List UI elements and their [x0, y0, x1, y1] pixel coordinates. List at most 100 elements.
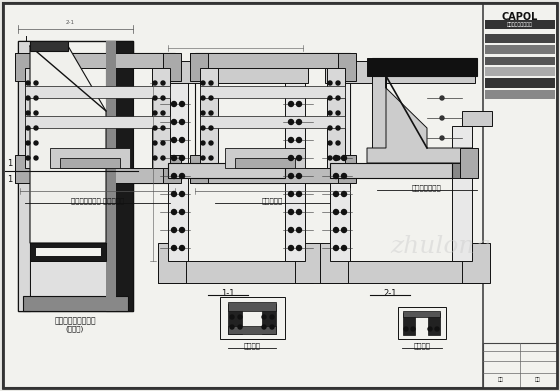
- Bar: [15, 53, 33, 81]
- Text: 2-1: 2-1: [66, 20, 74, 25]
- Bar: [460, 148, 478, 178]
- Bar: [36, 248, 101, 256]
- Circle shape: [209, 126, 213, 130]
- Bar: [163, 155, 181, 183]
- Circle shape: [161, 141, 165, 145]
- Bar: [320, 243, 348, 283]
- Circle shape: [336, 126, 340, 130]
- Bar: [325, 61, 475, 83]
- Circle shape: [428, 327, 432, 331]
- Bar: [30, 41, 68, 51]
- Bar: [295, 243, 323, 283]
- Circle shape: [328, 111, 332, 115]
- Text: 配筋构造: 配筋构造: [413, 343, 431, 349]
- Circle shape: [26, 141, 30, 145]
- Circle shape: [171, 138, 176, 142]
- Circle shape: [26, 111, 30, 115]
- Circle shape: [34, 126, 38, 130]
- Bar: [190, 53, 355, 68]
- Circle shape: [201, 141, 205, 145]
- Bar: [485, 78, 555, 88]
- Circle shape: [296, 138, 301, 142]
- Circle shape: [171, 102, 176, 106]
- Bar: [403, 313, 415, 335]
- Text: 1-1: 1-1: [221, 289, 235, 298]
- Bar: [15, 155, 33, 183]
- Bar: [190, 53, 208, 81]
- Bar: [23, 296, 128, 311]
- Circle shape: [230, 325, 234, 329]
- Bar: [485, 45, 555, 54]
- Bar: [18, 41, 30, 311]
- Circle shape: [288, 174, 293, 179]
- Bar: [485, 67, 555, 76]
- Circle shape: [209, 96, 213, 100]
- Circle shape: [153, 111, 157, 115]
- Circle shape: [296, 156, 301, 160]
- Circle shape: [336, 96, 340, 100]
- Bar: [25, 68, 43, 168]
- Circle shape: [201, 156, 205, 160]
- Bar: [200, 68, 218, 168]
- Bar: [195, 53, 350, 183]
- Circle shape: [201, 111, 205, 115]
- Circle shape: [336, 156, 340, 160]
- Circle shape: [296, 246, 301, 251]
- Circle shape: [334, 210, 338, 215]
- Circle shape: [288, 246, 293, 251]
- Bar: [462, 243, 490, 283]
- Bar: [30, 261, 106, 311]
- Polygon shape: [30, 46, 106, 243]
- Circle shape: [328, 156, 332, 160]
- Circle shape: [180, 102, 184, 106]
- Circle shape: [270, 325, 274, 329]
- Circle shape: [342, 228, 347, 233]
- Text: 配筋构造: 配筋构造: [244, 343, 260, 349]
- Bar: [485, 20, 555, 29]
- Circle shape: [296, 210, 301, 215]
- Circle shape: [180, 210, 184, 215]
- Circle shape: [180, 246, 184, 251]
- Circle shape: [161, 81, 165, 85]
- Circle shape: [328, 126, 332, 130]
- Bar: [152, 68, 170, 168]
- Bar: [228, 302, 276, 311]
- Circle shape: [296, 120, 301, 124]
- Circle shape: [336, 141, 340, 145]
- Circle shape: [440, 116, 444, 120]
- Bar: [190, 168, 355, 183]
- Bar: [30, 243, 106, 261]
- Bar: [398, 307, 446, 339]
- Bar: [485, 34, 555, 43]
- Bar: [106, 41, 133, 311]
- Circle shape: [334, 228, 338, 233]
- Circle shape: [334, 246, 338, 251]
- Circle shape: [161, 96, 165, 100]
- Bar: [25, 116, 170, 128]
- Circle shape: [342, 174, 347, 179]
- Text: 电梯机坑平面示意图: 电梯机坑平面示意图: [54, 316, 96, 325]
- Bar: [320, 261, 480, 283]
- Bar: [163, 53, 181, 81]
- Circle shape: [180, 228, 184, 233]
- Circle shape: [238, 325, 242, 329]
- Bar: [372, 76, 386, 148]
- Circle shape: [435, 327, 439, 331]
- Text: 编号: 编号: [535, 377, 541, 382]
- Polygon shape: [367, 76, 472, 163]
- Circle shape: [161, 156, 165, 160]
- Bar: [15, 168, 180, 183]
- Circle shape: [328, 96, 332, 100]
- Circle shape: [153, 156, 157, 160]
- Text: 深圳某住宅电梯机坑: 深圳某住宅电梯机坑: [507, 22, 533, 27]
- Circle shape: [209, 81, 213, 85]
- Bar: [485, 57, 555, 65]
- Bar: [50, 148, 130, 168]
- Bar: [330, 81, 350, 261]
- Circle shape: [288, 102, 293, 106]
- Bar: [200, 86, 345, 98]
- Circle shape: [288, 228, 293, 233]
- Circle shape: [180, 192, 184, 197]
- Bar: [225, 148, 305, 168]
- Bar: [168, 163, 285, 178]
